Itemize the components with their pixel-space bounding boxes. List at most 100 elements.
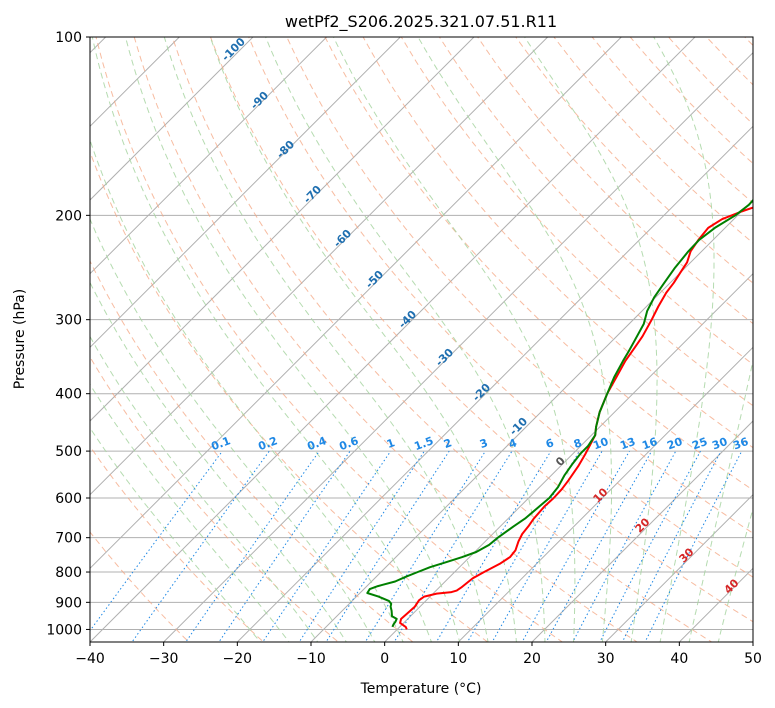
mixing-ratio-line [131,450,270,642]
mixing-ratio-label: 16 [640,435,659,453]
x-tick-label: 30 [597,651,615,667]
mixing-ratio-label: 8 [572,436,584,451]
mixing-ratio-label: 20 [665,435,684,453]
x-tick-label: 40 [670,651,688,667]
x-tick-label: 0 [380,651,389,667]
mixing-ratio-label: 6 [544,436,556,451]
isotherm [310,199,753,642]
moist-adiabat [209,37,518,642]
moist-adiabat [265,37,546,642]
mixing-ratio-line [298,450,425,642]
dry-adiabat [400,37,753,407]
mixing-ratio-label: 0.1 [209,434,232,453]
moist-adiabat [91,37,432,642]
mixing-ratio-label: 0.2 [256,434,279,453]
mixing-ratio-label: 10 [591,435,610,453]
isotherm [163,51,753,642]
moist-adiabat [332,37,576,642]
mixing-ratio-label: 0.4 [305,434,328,453]
isotherm [605,493,753,642]
mixing-ratio-line [466,450,580,642]
moist-adiabat [163,37,489,642]
mixing-ratio-line [435,450,552,642]
profile-series [366,198,753,630]
mixing-ratio-label: 1.5 [412,434,435,453]
mixing-ratio-line [364,450,486,642]
isotherm [90,37,622,570]
mixing-ratio-label: 1 [385,436,397,451]
x-tick-label: −30 [149,651,179,667]
dry-adiabat [90,445,265,642]
x-tick-label: 10 [449,651,467,667]
mixing-ratio-label: 2 [442,436,454,451]
mixing-ratio-label: 3 [478,436,490,451]
isotherm [384,272,753,642]
moist-adiabat [524,37,658,642]
moist-adiabat [90,281,347,642]
x-tick-label: −10 [296,651,326,667]
chart-title: wetPf2_S206.2025.321.07.51.R11 [285,12,557,32]
y-tick-label: 300 [55,313,82,329]
dry-adiabat [95,37,564,642]
dry-adiabat [90,356,339,642]
y-tick-label: 400 [55,387,82,403]
dry-adiabat [324,37,753,491]
isotherm [90,37,328,275]
y-tick-label: 800 [55,565,82,581]
x-tick-label: 50 [744,651,762,667]
y-tick-label: 600 [55,491,82,507]
dry-adiabat [362,37,753,449]
moist-adiabat [125,37,461,642]
y-axis-ticks: 1000 900 800 700 600 500 400 300 200 100 [46,30,90,638]
isotherm [90,37,254,201]
moist-adiabat [417,37,612,642]
moist-adiabat [653,37,715,642]
isotherm [90,37,475,422]
y-tick-label: 700 [55,531,82,547]
x-axis-ticks: −40 −30 −20 −10 0 10 20 30 40 50 [75,642,762,667]
y-tick-label: 900 [55,595,82,611]
dry-adiabat [90,150,489,642]
dry-adiabat [90,259,414,642]
dewpoint-line [366,198,753,628]
x-axis-title: Temperature (°C) [360,681,482,697]
mixing-ratio-label: 25 [690,435,709,452]
dry-adiabat [286,37,753,534]
dry-adiabat [248,37,753,578]
mixing-ratio-line [491,450,603,642]
y-tick-label: 500 [55,444,82,460]
isotherm [531,420,753,642]
mixing-ratio-line [545,450,653,642]
mixing-ratio-label: 36 [731,435,750,453]
y-tick-label: 100 [55,30,82,46]
mixing-ratio-label: 13 [618,435,637,452]
mixing-ratio-label: 4 [507,436,519,451]
moist-adiabat [688,358,753,642]
mixing-ratio-line [218,450,351,642]
plot-frame [89,36,754,643]
mixing-ratio-label: 0.6 [337,434,360,453]
moist-adiabat [90,217,376,642]
mixing-ratio-line [599,450,701,642]
isotherm [90,37,696,642]
mixing-ratio-line [262,450,392,642]
mixing-ratio-line [325,450,450,642]
y-tick-label: 1000 [46,622,82,638]
moist-adiabat [90,427,261,642]
x-tick-label: −40 [75,651,105,667]
mixing-ratio-line [393,450,513,642]
moist-adiabat [90,138,404,642]
moist-adiabat [717,506,753,642]
mixing-ratio-line [572,450,677,642]
dry-adiabat [210,37,753,623]
dry-adiabat [133,37,638,642]
background-lines [90,37,753,642]
mixing-ratio-label: 30 [710,435,729,453]
isotherm [457,346,753,642]
moist-adiabat [90,335,319,642]
isotherm [90,37,401,349]
y-tick-label: 200 [55,208,82,224]
isotherm [90,37,549,496]
